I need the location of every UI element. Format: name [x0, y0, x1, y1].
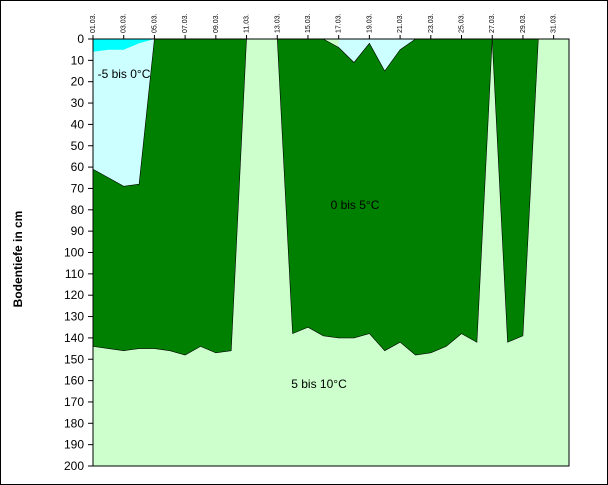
x-tick-label: 11.03.: [244, 14, 251, 33]
x-tick-label: 05.03.: [151, 13, 158, 33]
y-axis-label: Bodentiefe in cm: [11, 211, 25, 308]
x-tick-label: 09.03.: [213, 13, 220, 33]
region-0-to-5-a: [92, 38, 247, 356]
y-tick-label: 150: [64, 352, 84, 366]
x-tick-label: 03.03.: [121, 13, 128, 33]
region-label: -5 bis 0°C: [98, 67, 151, 81]
y-tick-label: 80: [71, 203, 85, 217]
x-tick-label: 23.03.: [428, 13, 435, 33]
x-tick-label: 27.03.: [489, 13, 496, 33]
y-tick-label: 100: [64, 246, 84, 260]
y-tick-label: 70: [71, 181, 85, 195]
y-tick-label: 190: [64, 438, 84, 452]
x-tick-label: 13.03.: [274, 13, 281, 33]
region-label: 5 bis 10°C: [291, 377, 347, 391]
region-label: 0 bis 5°C: [331, 198, 380, 212]
y-tick-label: 10: [71, 53, 85, 67]
y-tick-label: 30: [71, 96, 85, 110]
y-tick-label: 90: [71, 224, 85, 238]
region-minus5-to-0: [93, 39, 155, 187]
x-tick-label: 15.03.: [305, 13, 312, 33]
y-tick-label: 120: [64, 288, 84, 302]
y-tick-label: 20: [71, 75, 85, 89]
y-tick-label: 170: [64, 395, 84, 409]
region-minus5-to-0-late: [338, 39, 416, 71]
x-tick-label: 19.03.: [366, 13, 373, 33]
y-tick-label: 160: [64, 374, 84, 388]
x-tick-label: 31.03.: [551, 13, 558, 33]
y-tick-label: 180: [64, 416, 84, 430]
x-tick-label: 17.03.: [336, 13, 343, 33]
y-tick-label: 50: [71, 139, 85, 153]
y-tick-label: 200: [64, 459, 84, 473]
y-tick-label: 40: [71, 117, 85, 131]
x-tick-label: 01.03.: [90, 13, 97, 33]
y-tick-label: 110: [65, 267, 84, 281]
x-tick-label: 29.03.: [520, 13, 527, 33]
x-tick-label: 25.03.: [459, 13, 466, 33]
region-frost-cap: [93, 39, 155, 52]
region-0-to-5-b: [276, 38, 493, 356]
x-tick-label: 21.03.: [397, 13, 404, 33]
y-tick-label: 130: [64, 310, 84, 324]
y-tick-label: 140: [64, 331, 84, 345]
y-tick-label: 0: [77, 32, 84, 46]
y-tick-label: 60: [71, 160, 85, 174]
x-tick-label: 07.03.: [182, 13, 189, 33]
